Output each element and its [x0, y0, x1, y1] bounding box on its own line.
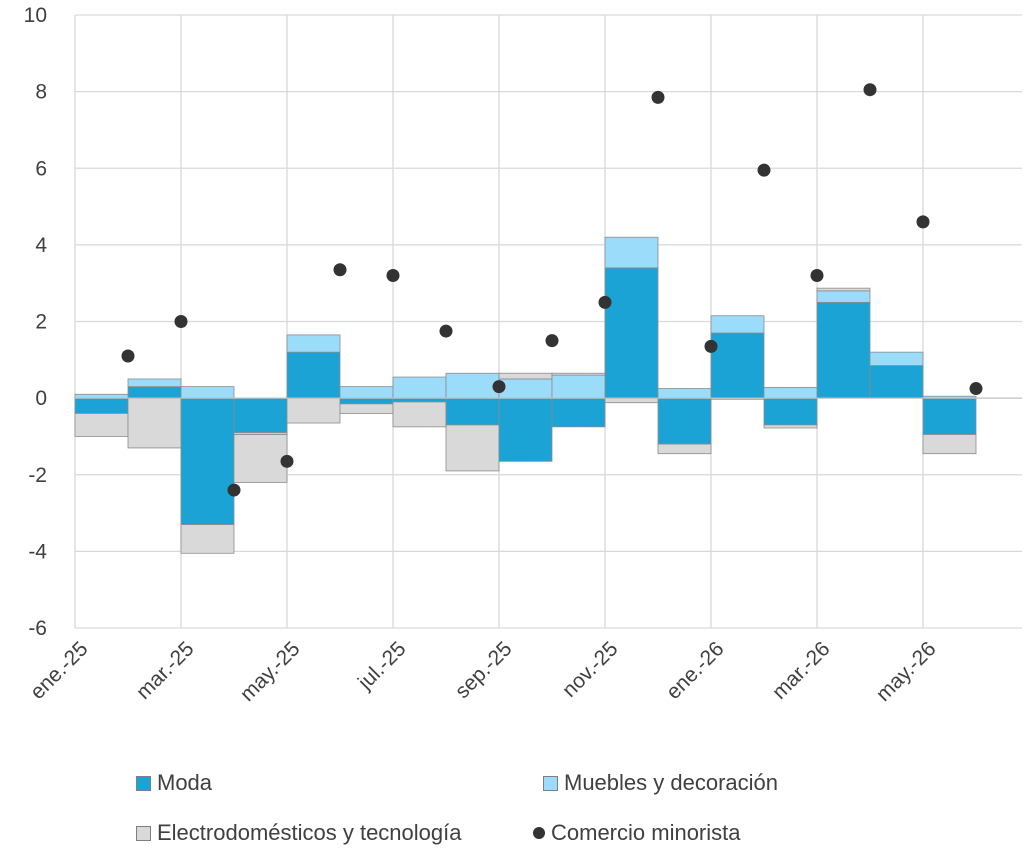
bar-electrodomesticos: [233, 434, 288, 483]
legend-swatch-moda: [136, 775, 151, 791]
point-comercio-minorista: [439, 324, 453, 338]
bar-muebles: [657, 388, 712, 399]
point-comercio-minorista: [863, 83, 877, 97]
x-tick-label: ene.-26: [662, 637, 729, 704]
bar-moda: [604, 267, 659, 399]
bar-electrodomesticos: [127, 397, 182, 449]
bar-muebles: [763, 386, 818, 399]
legend-item-moda: Moda: [136, 770, 212, 796]
y-axis-ticks: -6 -4 -2 0 2 4 6 8 10: [24, 4, 48, 640]
bar-muebles: [180, 386, 235, 399]
point-comercio-minorista: [227, 483, 241, 497]
bar-moda: [498, 397, 553, 462]
point-comercio-minorista: [757, 163, 771, 177]
bar-moda: [233, 397, 288, 434]
bar-electrodomesticos: [498, 372, 553, 380]
bar-electrodomesticos: [763, 424, 818, 429]
y-tick-label: -6: [28, 617, 47, 640]
y-tick-label: 8: [35, 81, 47, 104]
y-tick-label: 2: [35, 311, 47, 334]
legend-label-muebles: Muebles y decoración: [564, 770, 779, 795]
point-comercio-minorista: [916, 215, 930, 229]
bar-electrodomesticos: [816, 287, 871, 292]
y-tick-label: 6: [35, 157, 47, 180]
bar-muebles: [445, 372, 500, 399]
bar-moda: [763, 397, 818, 426]
point-comercio-minorista: [386, 269, 400, 283]
x-axis-ticks: ene.-25 mar.-25 may.-25 jul.-25 sep.-25 nov.-…: [26, 637, 941, 706]
bar-moda: [657, 397, 712, 445]
bar-muebles: [286, 334, 341, 353]
y-tick-label: 10: [24, 4, 47, 27]
bar-moda: [710, 332, 765, 399]
point-comercio-minorista: [704, 339, 718, 353]
bar-moda: [339, 397, 394, 405]
bar-moda: [286, 351, 341, 399]
bar-moda: [869, 365, 924, 399]
x-tick-label: jul.-25: [353, 637, 410, 694]
bar-muebles: [816, 290, 871, 303]
bar-electrodomesticos: [445, 424, 500, 472]
point-comercio-minorista: [651, 90, 665, 104]
y-tick-label: -2: [28, 464, 47, 487]
legend-label-comercio: Comercio minorista: [551, 820, 741, 845]
bar-moda: [127, 386, 182, 399]
bar-muebles: [869, 351, 924, 366]
bar-electrodomesticos: [657, 443, 712, 455]
bar-muebles: [604, 236, 659, 269]
legend-item-electrodomesticos: Electrodomésticos y tecnología: [136, 820, 462, 846]
bar-moda: [551, 397, 606, 428]
bar-moda: [445, 397, 500, 426]
bar-electrodomesticos: [392, 401, 447, 428]
bar-muebles: [127, 378, 182, 388]
legend-label-electrodomesticos: Electrodomésticos y tecnología: [157, 820, 462, 845]
legend-swatch-electrodomesticos: [136, 825, 151, 841]
point-comercio-minorista: [121, 349, 135, 363]
bar-electrodomesticos: [604, 397, 659, 404]
point-comercio-minorista: [333, 263, 347, 277]
bar-muebles: [710, 315, 765, 334]
bar-electrodomesticos: [180, 524, 235, 554]
x-tick-label: sep.-25: [451, 637, 517, 703]
point-comercio-minorista: [810, 269, 824, 283]
bar-moda: [74, 397, 129, 414]
legend-item-comercio: Comercio minorista: [533, 820, 741, 846]
bar-moda: [180, 397, 235, 525]
legend-item-muebles: Muebles y decoración: [543, 770, 778, 796]
point-comercio-minorista: [280, 454, 294, 468]
y-tick-label: 0: [35, 387, 47, 410]
legend-swatch-muebles: [543, 775, 558, 791]
bar-moda: [922, 397, 977, 435]
bar-muebles: [551, 374, 606, 399]
point-comercio-minorista: [969, 382, 983, 396]
legend-label-moda: Moda: [157, 770, 213, 795]
bar-muebles: [392, 376, 447, 399]
bar-layer: [74, 236, 977, 554]
bar-muebles: [339, 386, 394, 399]
point-comercio-minorista: [545, 334, 559, 348]
bar-electrodomesticos: [74, 413, 129, 437]
y-tick-label: -4: [28, 540, 47, 563]
x-tick-label: mar.-26: [768, 637, 835, 704]
x-tick-label: may.-26: [872, 637, 941, 706]
x-tick-label: may.-25: [236, 637, 305, 706]
point-comercio-minorista: [174, 315, 188, 328]
x-tick-label: nov.-25: [558, 637, 623, 702]
point-comercio-minorista: [598, 295, 612, 309]
x-tick-label: mar.-25: [132, 637, 199, 704]
bar-electrodomesticos: [286, 397, 341, 424]
y-tick-label: 4: [35, 234, 47, 257]
bar-electrodomesticos: [922, 434, 977, 455]
point-layer: [121, 83, 983, 497]
bar-electrodomesticos: [551, 372, 606, 376]
legend-marker-comercio: [533, 827, 545, 839]
bar-muebles: [498, 378, 553, 399]
bar-moda: [816, 301, 871, 399]
bar-electrodomesticos: [339, 403, 394, 414]
x-tick-label: ene.-25: [26, 637, 93, 704]
point-comercio-minorista: [492, 380, 506, 394]
